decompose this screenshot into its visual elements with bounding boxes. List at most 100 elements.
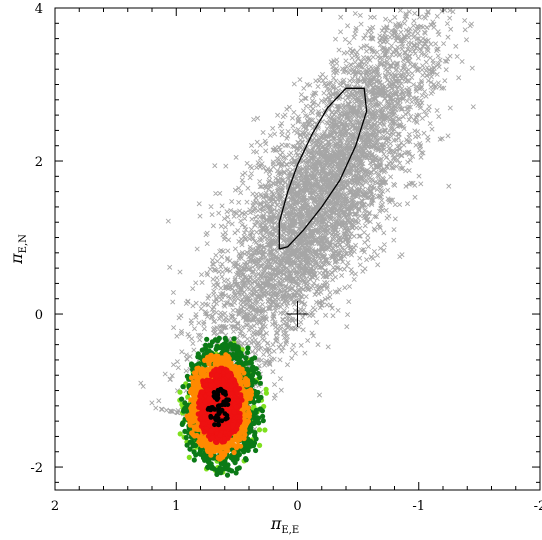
- red-dot: [201, 429, 207, 435]
- dark-green-dot: [248, 443, 254, 449]
- dark-green-dot: [204, 336, 210, 342]
- dark-green-dot: [243, 355, 249, 361]
- contour-line: [278, 87, 368, 250]
- red-dot: [197, 393, 203, 399]
- red-dot: [217, 426, 223, 432]
- dark-green-dot: [201, 456, 207, 462]
- dark-green-dot: [233, 470, 239, 476]
- black-dot: [220, 388, 226, 394]
- dark-green-dot: [206, 348, 212, 354]
- annotation-layer: [286, 301, 309, 328]
- dark-green-dot: [180, 384, 186, 390]
- red-dot: [231, 397, 237, 403]
- dark-green-dot: [238, 359, 244, 365]
- dark-green-dot: [191, 457, 197, 463]
- dark-green-dot: [187, 446, 193, 452]
- dark-green-dot: [187, 439, 193, 445]
- black-dot: [215, 422, 221, 427]
- dark-green-dot: [257, 406, 263, 412]
- dark-green-dot: [250, 420, 256, 427]
- red-dot: [225, 372, 231, 379]
- dark-green-dot: [211, 466, 217, 472]
- grey-x-markers: [138, 7, 476, 432]
- ticks-layer: 2 1 0 -1 -2 -2 0 2 4: [30, 2, 542, 514]
- black-dot: [224, 413, 230, 418]
- orange-dot: [220, 356, 226, 362]
- orange-dot: [195, 374, 201, 380]
- red-dot: [229, 376, 235, 382]
- orange-dot: [231, 449, 237, 456]
- dark-green-dot: [258, 394, 264, 400]
- red-dot: [216, 368, 222, 374]
- orange-dot: [190, 387, 196, 393]
- dark-green-dot: [260, 413, 266, 419]
- contour-layer: [278, 87, 368, 250]
- dark-green-dot: [252, 355, 258, 361]
- light-green-dot: [256, 427, 263, 433]
- light-green-dot: [177, 431, 183, 437]
- dark-green-dot: [248, 424, 254, 430]
- y-axis-label-sub: E,N: [18, 234, 29, 253]
- red-dot: [237, 414, 243, 420]
- dark-green-dot: [189, 363, 195, 369]
- y-axis-label-main: π: [7, 253, 26, 265]
- orange-dot: [231, 436, 238, 442]
- orange-dot: [221, 450, 227, 456]
- light-green-dot: [257, 442, 263, 448]
- dark-green-dot: [222, 335, 228, 341]
- orange-dot: [215, 443, 221, 450]
- red-dot: [233, 387, 239, 393]
- dark-green-dot: [251, 399, 257, 405]
- grey-point-5: [416, 36, 422, 42]
- orange-dot: [225, 353, 231, 359]
- red-dot: [238, 392, 244, 398]
- dark-green-dot: [236, 451, 242, 458]
- black-dot: [208, 413, 214, 419]
- dark-green-dot: [224, 472, 231, 478]
- dark-green-dot: [215, 338, 221, 344]
- orange-dot: [205, 367, 211, 373]
- dark-green-dot: [223, 343, 229, 349]
- light-green-dot: [177, 389, 183, 395]
- grey-chain-layer: [138, 7, 476, 432]
- dark-green-dot: [203, 342, 209, 348]
- dark-green-dot: [244, 366, 250, 372]
- orange-dot: [215, 454, 221, 460]
- red-dot: [198, 402, 204, 408]
- dark-green-dot: [234, 466, 240, 472]
- black-dot: [213, 416, 219, 422]
- red-dot: [209, 435, 215, 441]
- red-dot: [208, 428, 214, 434]
- dark-green-dot: [253, 447, 259, 454]
- dark-green-dot: [179, 421, 185, 427]
- orange-dot: [243, 423, 249, 429]
- black-dot: [212, 393, 218, 398]
- y-tick-label: 0: [35, 308, 43, 323]
- dark-green-dot: [179, 396, 185, 402]
- light-green-dot: [263, 390, 269, 396]
- red-dot: [214, 379, 220, 385]
- orange-dot: [191, 424, 197, 430]
- dark-green-dot: [206, 342, 213, 348]
- orange-dot: [200, 438, 206, 444]
- orange-dot: [244, 405, 251, 411]
- red-dot: [206, 395, 212, 402]
- orange-dot: [244, 396, 250, 402]
- red-dot: [211, 368, 217, 374]
- black-dot: [215, 403, 221, 409]
- red-dot: [221, 381, 227, 387]
- dark-green-dot: [225, 466, 231, 472]
- red-dot: [213, 439, 219, 445]
- black-dot: [209, 405, 214, 411]
- dark-green-dot: [222, 458, 228, 464]
- x-tick-label: 1: [172, 499, 180, 514]
- red-dot: [207, 377, 213, 383]
- orange-dot: [237, 437, 243, 443]
- black-dot: [222, 402, 228, 408]
- x-tick-label: -2: [534, 499, 542, 514]
- dark-green-dot: [250, 364, 256, 370]
- red-dot: [227, 431, 233, 437]
- orange-dot: [244, 377, 251, 383]
- orange-dot: [194, 365, 200, 372]
